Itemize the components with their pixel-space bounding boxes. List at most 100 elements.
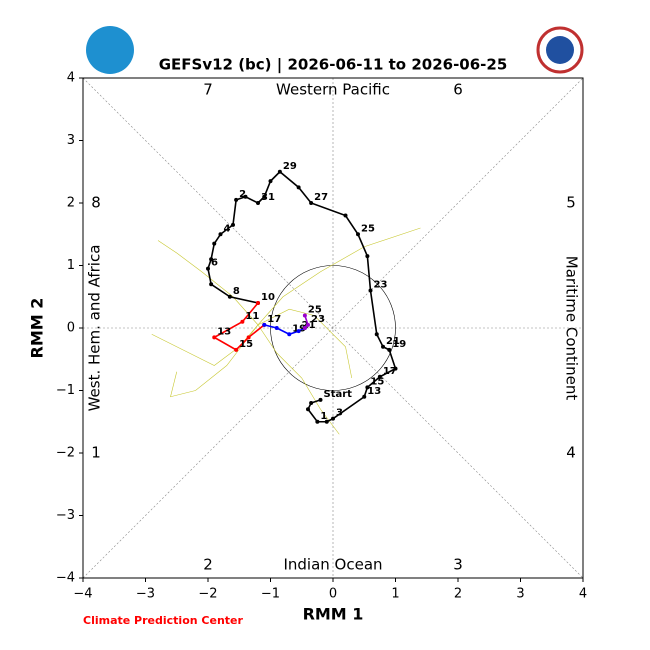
y-tick-label: 3 <box>67 133 75 148</box>
point <box>256 301 260 305</box>
phase-label: 7 <box>203 81 213 99</box>
point <box>240 319 245 324</box>
point-label: 11 <box>245 311 259 322</box>
ensemble-line <box>257 324 340 435</box>
phase-label: 8 <box>91 194 101 212</box>
point <box>246 335 251 340</box>
point-label: 21 <box>386 336 400 347</box>
unit-circle <box>270 265 396 391</box>
point <box>212 241 217 246</box>
point-label: 19 <box>292 323 306 334</box>
point <box>302 313 307 318</box>
phase-label: 6 <box>453 81 463 99</box>
point-label: 4 <box>224 223 231 234</box>
point <box>365 385 370 390</box>
point <box>309 201 314 205</box>
y-tick-label: 0 <box>67 321 75 336</box>
point-label: 19 <box>392 339 406 350</box>
x-tick-label: −1 <box>261 587 280 602</box>
ensemble-line <box>257 227 421 326</box>
x-tick-label: 2 <box>454 587 462 602</box>
point <box>302 326 307 330</box>
phase-label: 3 <box>453 556 463 574</box>
point <box>234 347 239 352</box>
x-tick-label: −2 <box>198 587 217 602</box>
point <box>324 419 329 424</box>
point <box>306 407 310 412</box>
footer: Climate Prediction Center <box>83 614 243 627</box>
point <box>296 329 301 334</box>
point <box>356 232 360 237</box>
point <box>218 232 223 237</box>
point <box>306 322 310 327</box>
point <box>296 185 301 190</box>
y-tick-label: −4 <box>56 571 75 586</box>
phase-label: 1 <box>91 444 101 462</box>
y-tick-label: 2 <box>67 196 75 211</box>
point <box>231 222 235 227</box>
region-label: Indian Ocean <box>283 556 382 574</box>
chart-title: GEFSv12 (bc) | 2026-06-11 to 2026-06-25 <box>159 56 508 75</box>
point <box>209 282 214 287</box>
point <box>318 397 323 402</box>
point <box>387 347 392 352</box>
point-label: 27 <box>314 192 328 203</box>
point <box>262 322 267 327</box>
point <box>212 335 217 340</box>
x-tick-label: 4 <box>579 587 587 602</box>
phase-label: 2 <box>203 556 213 574</box>
point <box>362 394 367 399</box>
y-tick-label: 1 <box>67 258 75 273</box>
x-tick-label: 1 <box>391 587 399 602</box>
point <box>287 332 292 337</box>
point-label: 25 <box>361 223 375 234</box>
x-tick-label: 0 <box>329 587 337 602</box>
point-label: 17 <box>267 314 281 325</box>
region-label: West. Hem. and Africa <box>86 245 104 412</box>
point <box>343 213 348 218</box>
x-axis-label: RMM 1 <box>303 605 364 624</box>
ensemble-line <box>170 324 259 398</box>
point-label: 25 <box>308 305 322 316</box>
point-label: 13 <box>217 326 231 337</box>
x-tick-label: −3 <box>136 587 155 602</box>
point <box>309 401 314 405</box>
point-label: 29 <box>283 161 297 172</box>
point <box>274 326 279 330</box>
point <box>256 201 260 205</box>
y-tick-label: −3 <box>56 508 75 523</box>
point <box>277 169 282 174</box>
point <box>377 374 382 379</box>
point-label: 23 <box>374 280 388 291</box>
point <box>227 294 232 299</box>
point-label: 13 <box>367 386 381 397</box>
point-label: 31 <box>261 192 275 203</box>
point <box>374 332 379 337</box>
x-tick-label: 3 <box>516 587 524 602</box>
point <box>268 179 273 184</box>
point <box>381 344 385 349</box>
point-label: 6 <box>211 258 218 269</box>
region-label: Western Pacific <box>276 81 390 99</box>
point-label: 10 <box>261 292 275 303</box>
nws-logo-inner <box>546 36 574 64</box>
y-tick-label: 4 <box>67 71 75 86</box>
ensemble-line <box>157 240 259 326</box>
point-label: 2 <box>239 189 246 200</box>
ensemble-line <box>257 308 353 379</box>
y-tick-label: −1 <box>56 383 75 398</box>
point <box>234 197 239 202</box>
point-label: 3 <box>336 408 343 419</box>
phase-label: 5 <box>566 194 576 212</box>
point <box>243 194 248 199</box>
noaa-logo <box>86 26 134 74</box>
series-line <box>212 302 265 351</box>
point <box>315 419 320 424</box>
point <box>262 194 267 199</box>
y-tick-label: −2 <box>56 446 75 461</box>
point <box>209 257 214 262</box>
point-label: 23 <box>311 314 325 325</box>
point-label: 15 <box>239 339 253 350</box>
point-label: 15 <box>370 376 384 387</box>
